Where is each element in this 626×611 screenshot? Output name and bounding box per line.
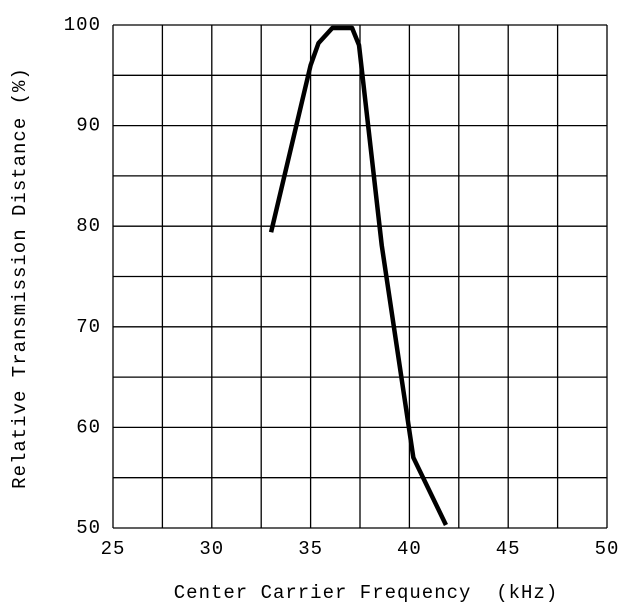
y-tick-label: 60 bbox=[76, 416, 101, 438]
y-tick-label: 90 bbox=[76, 115, 101, 137]
x-axis-label: Center Carrier Frequency (kHz) bbox=[174, 582, 558, 604]
line bbox=[268, 25, 448, 526]
x-tick-label: 30 bbox=[199, 538, 224, 560]
x-tick-label: 50 bbox=[595, 538, 620, 560]
x-tick-label: 40 bbox=[397, 538, 422, 560]
x-tick-label: 35 bbox=[298, 538, 323, 560]
y-tick-label: 80 bbox=[76, 215, 101, 237]
y-tick-label: 100 bbox=[64, 14, 101, 36]
x-tick-label: 25 bbox=[101, 538, 126, 560]
y-tick-label: 50 bbox=[76, 517, 101, 539]
y-axis-label: Relative Transmission Distance (%) bbox=[9, 67, 31, 489]
y-tick-label: 70 bbox=[76, 316, 101, 338]
x-tick-label: 45 bbox=[496, 538, 521, 560]
